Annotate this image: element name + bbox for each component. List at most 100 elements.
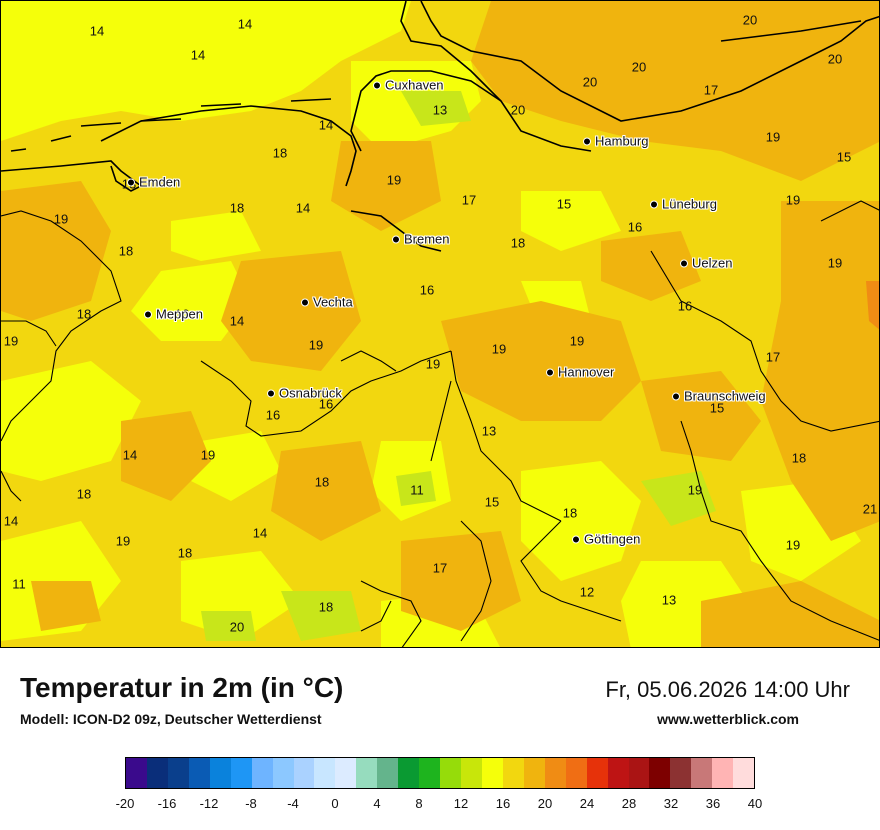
- city-label: Göttingen: [572, 532, 640, 547]
- city-marker-icon: [301, 298, 309, 307]
- hot-spot: [866, 281, 879, 330]
- legend-swatch: [670, 758, 692, 788]
- temperature-value: 18: [76, 486, 92, 502]
- temperature-value: 18: [118, 243, 134, 259]
- city-marker-icon: [373, 81, 381, 90]
- legend-swatch: [188, 758, 210, 788]
- temperature-value: 19: [765, 129, 781, 145]
- city-label: Braunschweig: [672, 389, 766, 404]
- city-name: Vechta: [313, 294, 353, 310]
- city-marker-icon: [127, 178, 135, 187]
- temperature-value: 19: [827, 255, 843, 271]
- city-name: Göttingen: [584, 531, 641, 547]
- legend-tick-label: -16: [157, 796, 177, 811]
- legend-swatch: [167, 758, 189, 788]
- map-canvas: [1, 1, 879, 647]
- legend-swatch: [607, 758, 629, 788]
- temperature-value: 19: [425, 356, 441, 372]
- city-label: Osnabrück: [267, 386, 342, 401]
- legend-swatch: [398, 758, 420, 788]
- legend-swatch: [272, 758, 294, 788]
- temperature-value: 18: [791, 450, 807, 466]
- temperature-value: 20: [510, 102, 526, 118]
- temperature-value: 18: [272, 145, 288, 161]
- temperature-value: 19: [687, 482, 703, 498]
- city-name: Meppen: [156, 306, 203, 322]
- city-label: Emden: [127, 175, 180, 190]
- city-name: Hannover: [558, 364, 615, 380]
- legend-tick-label: -4: [287, 796, 299, 811]
- temperature-value: 18: [314, 474, 330, 490]
- temperature-value: 19: [308, 337, 324, 353]
- legend-swatch: [419, 758, 441, 788]
- legend-tick-label: 28: [621, 796, 637, 811]
- legend-swatch: [628, 758, 650, 788]
- temperature-value: 18: [76, 306, 92, 322]
- color-legend: [125, 757, 755, 789]
- temperature-value: 14: [318, 117, 334, 133]
- legend-swatch: [251, 758, 273, 788]
- legend-swatch: [146, 758, 168, 788]
- legend-swatch: [230, 758, 252, 788]
- temperature-value: 18: [562, 505, 578, 521]
- temperature-value: 14: [252, 525, 268, 541]
- warm-regions: [1, 1, 879, 647]
- temperature-value: 20: [229, 619, 245, 635]
- legend-swatch: [481, 758, 503, 788]
- legend-tick-label: 12: [453, 796, 469, 811]
- legend-swatch: [691, 758, 713, 788]
- legend-tick-label: 8: [415, 796, 423, 811]
- city-label: Uelzen: [680, 256, 732, 271]
- forecast-datetime: Fr, 05.06.2026 14:00 Uhr: [605, 677, 850, 702]
- city-marker-icon: [583, 137, 591, 146]
- city-name: Hamburg: [595, 133, 649, 149]
- cold-spots: [201, 91, 716, 641]
- city-label: Cuxhaven: [373, 78, 444, 93]
- legend-swatch: [356, 758, 378, 788]
- temperature-value: 18: [177, 545, 193, 561]
- city-name: Uelzen: [692, 255, 733, 271]
- temperature-value: 14: [122, 447, 138, 463]
- temperature-value: 20: [631, 59, 647, 75]
- city-marker-icon: [392, 235, 400, 244]
- city-name: Bremen: [404, 231, 450, 247]
- temperature-value: 12: [579, 584, 595, 600]
- legend-swatch: [440, 758, 461, 788]
- legend-swatch: [712, 758, 734, 788]
- legend-tick-label: -8: [245, 796, 257, 811]
- temperature-value: 17: [765, 349, 781, 365]
- city-label: Bremen: [392, 232, 450, 247]
- temperature-value: 14: [295, 200, 311, 216]
- temperature-value: 19: [785, 537, 801, 553]
- model-subtitle: Modell: ICON-D2 09z, Deutscher Wetterdie…: [20, 711, 322, 727]
- temperature-value: 20: [827, 51, 843, 67]
- city-label: Lüneburg: [650, 197, 717, 212]
- legend-swatch: [209, 758, 231, 788]
- city-marker-icon: [572, 535, 580, 544]
- temperature-value: 17: [432, 560, 448, 576]
- legend-swatch: [293, 758, 315, 788]
- temperature-value: 19: [200, 447, 216, 463]
- city-marker-icon: [680, 259, 688, 268]
- city-marker-icon: [650, 200, 658, 209]
- temperature-value: 14: [237, 16, 253, 32]
- temperature-value: 21: [862, 501, 878, 517]
- legend-tick-label: 36: [705, 796, 721, 811]
- legend-tick-label: -20: [115, 796, 135, 811]
- temperature-value: 13: [432, 102, 448, 118]
- city-name: Osnabrück: [279, 385, 342, 401]
- temperature-value: 18: [229, 200, 245, 216]
- website-link[interactable]: www.wetterblick.com: [657, 711, 799, 727]
- city-name: Cuxhaven: [385, 77, 444, 93]
- temperature-value: 16: [627, 219, 643, 235]
- temperature-value: 13: [481, 423, 497, 439]
- city-label: Vechta: [301, 295, 353, 310]
- legend-swatch: [377, 758, 399, 788]
- temperature-value: 19: [53, 211, 69, 227]
- legend-swatch: [126, 758, 147, 788]
- legend-swatch: [314, 758, 336, 788]
- temperature-value: 19: [115, 533, 131, 549]
- state-borders: [1, 200, 879, 647]
- legend-swatch: [544, 758, 566, 788]
- temperature-value: 19: [386, 172, 402, 188]
